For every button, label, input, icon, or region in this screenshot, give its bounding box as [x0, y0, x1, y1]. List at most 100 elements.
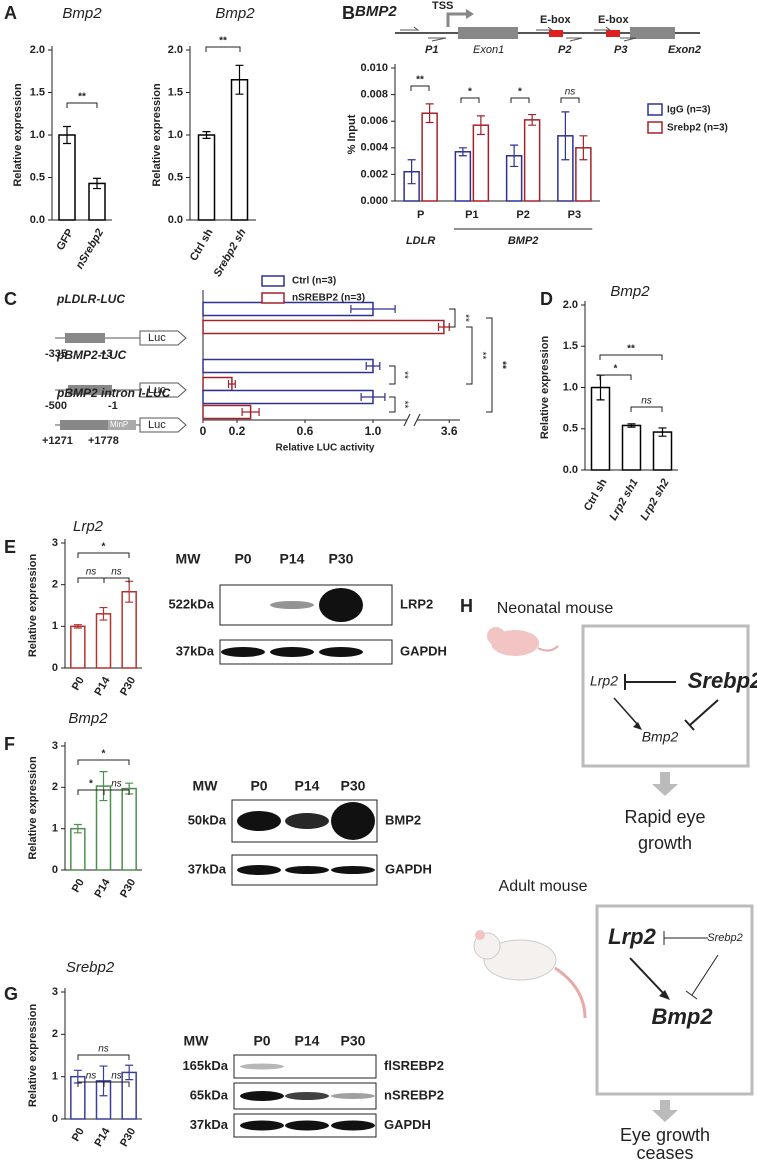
significance-bracket: [103, 577, 130, 583]
x-axis-label: Relative LUC activity: [276, 443, 375, 454]
blot-header: MW: [176, 551, 202, 567]
blot-band: [285, 1120, 329, 1131]
y-tick-label: 3: [52, 537, 58, 549]
bar: [202, 376, 233, 392]
blot-band: [285, 813, 329, 829]
x-tick-label: P0: [70, 877, 87, 895]
bar: [58, 134, 76, 221]
significance-bracket: [389, 396, 396, 413]
gene-map: [395, 9, 700, 42]
bar: [202, 301, 374, 317]
gene-node: Lrp2: [590, 673, 618, 689]
significance-label: **: [78, 92, 86, 103]
bar: [652, 431, 673, 471]
significance-label: ns: [565, 87, 576, 98]
blot-band: [331, 802, 375, 840]
blot-band: [331, 1120, 375, 1131]
legend-label: Srebp2 (n=3): [667, 123, 728, 134]
blot-band: [240, 1063, 284, 1070]
blot-header: MW: [193, 778, 219, 794]
protein-label: GAPDH: [400, 643, 447, 658]
gene-node: Lrp2: [608, 924, 656, 949]
x-tick-label: Lrp2 sh1: [607, 477, 640, 523]
y-tick-label: 2: [52, 781, 58, 793]
y-tick-label: 3: [52, 740, 58, 752]
error-bar: [407, 159, 416, 185]
significance-label: *: [614, 364, 618, 375]
x-tick-label: 0.2: [229, 424, 246, 438]
blot-band: [331, 866, 375, 874]
bar: [230, 79, 249, 221]
blot-header: P14: [295, 1033, 320, 1049]
significance-bracket: [460, 97, 480, 103]
panel-label: G: [4, 984, 18, 1004]
significance-bracket: [77, 759, 130, 765]
exon-label: Exon1: [473, 44, 504, 56]
y-tick-label: 0.0: [563, 464, 578, 476]
gene-node: Srebp2: [707, 932, 742, 944]
protein-label: LRP2: [400, 596, 433, 611]
model-title: Neonatal mouse: [497, 600, 614, 617]
outcome: Eye growth: [620, 1125, 710, 1145]
chart-title: Lrp2: [73, 518, 104, 535]
bar: [121, 591, 137, 669]
bar: [421, 112, 438, 202]
error-bar: [73, 823, 82, 834]
group-label: LDLR: [406, 235, 435, 247]
x-tick-label: P0: [70, 675, 87, 693]
y-tick-label: 0.002: [360, 168, 388, 180]
x-tick-label: P3: [568, 209, 581, 221]
bar: [621, 424, 642, 471]
significance-bracket: [449, 308, 456, 328]
blot-band: [331, 1093, 375, 1099]
significance-label: ns: [86, 567, 97, 578]
significance-label: **: [476, 352, 487, 360]
category-label: pBMP2 intron I-LUC: [56, 386, 171, 400]
protein-label: nSREBP2: [384, 1087, 444, 1102]
category-label: pBMP2-LUC: [56, 348, 127, 362]
group-label: BMP2: [508, 235, 539, 247]
y-tick-label: 1: [52, 1071, 58, 1083]
blot-strip: [219, 584, 393, 626]
significance-label: **: [459, 314, 470, 322]
outcome: ceases: [636, 1143, 693, 1162]
y-tick-label: 1: [52, 620, 58, 632]
blot-header: P14: [280, 551, 305, 567]
mw-label: 37kDa: [188, 861, 227, 876]
blot-header: MW: [184, 1033, 210, 1049]
significance-bracket: [103, 1081, 130, 1087]
protein-label: GAPDH: [385, 861, 432, 876]
x-tick-label: P: [417, 209, 424, 221]
significance-bracket: [410, 85, 430, 91]
blot-header: P30: [341, 778, 366, 794]
y-tick-label: 1.0: [563, 381, 578, 393]
y-tick-label: 0.5: [168, 171, 183, 183]
y-axis-label: Relative expression: [539, 336, 551, 440]
blot-band: [319, 647, 363, 657]
error-bar: [561, 111, 570, 161]
significance-label: ns: [111, 779, 122, 790]
outcome: growth: [638, 833, 692, 853]
model-title: Adult mouse: [499, 878, 588, 895]
y-tick-label: 0.000: [360, 195, 388, 207]
x-tick-label: Srebp2 sh: [212, 227, 249, 279]
y-tick-label: 0.5: [30, 171, 45, 183]
error-bar: [235, 64, 244, 95]
panel-label: H: [460, 596, 473, 616]
y-axis-label: Relative expression: [27, 1004, 39, 1108]
blot-header: P30: [341, 1033, 366, 1049]
significance-label: **: [219, 36, 227, 47]
primer-label: P2: [558, 44, 571, 56]
significance-bracket: [66, 102, 98, 108]
chart-title: Bmp2: [68, 710, 108, 727]
legend-swatch: [261, 275, 285, 287]
panel-label: C: [4, 289, 17, 309]
chart-title: Srebp2: [66, 959, 115, 976]
bar: [472, 124, 490, 202]
ebox-label: E-box: [598, 14, 629, 26]
primer-label: P1: [425, 44, 438, 56]
bar: [202, 319, 445, 335]
error-bar: [365, 362, 381, 370]
panel-label: B: [342, 3, 355, 23]
